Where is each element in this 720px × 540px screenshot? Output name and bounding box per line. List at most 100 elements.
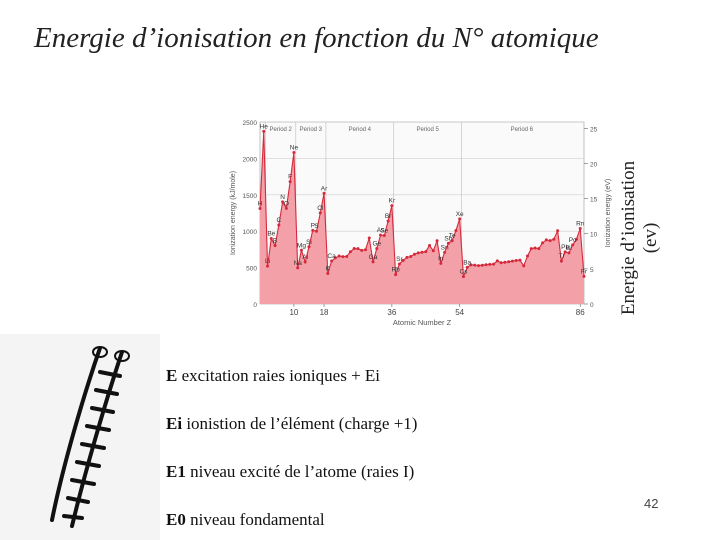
data-point: [469, 263, 473, 267]
data-point: [303, 260, 307, 264]
data-point: [367, 236, 371, 240]
data-point: [465, 265, 469, 269]
y-tick-label: 500: [246, 266, 257, 273]
element-label: Sb: [444, 235, 452, 242]
period-label: Period 2: [270, 127, 293, 133]
data-point: [269, 237, 273, 241]
side-axis-label: Energie d’ionisation (ev): [612, 138, 672, 338]
x-tick-label: 54: [455, 308, 464, 317]
data-point: [537, 247, 541, 251]
data-point: [525, 254, 529, 258]
data-point: [461, 275, 465, 279]
element-label: Li: [265, 258, 270, 265]
data-point: [360, 248, 364, 252]
data-point: [371, 260, 375, 264]
element-label: K: [326, 265, 331, 272]
data-point: [348, 250, 352, 254]
element-label: Ba: [463, 259, 471, 266]
x-tick-label: 10: [289, 308, 298, 317]
data-point: [315, 229, 319, 233]
data-point: [284, 206, 288, 210]
data-point: [322, 191, 326, 195]
data-point: [386, 219, 390, 223]
x-tick-label: 18: [320, 308, 329, 317]
data-point: [345, 254, 349, 258]
data-point: [420, 250, 424, 254]
data-point: [488, 262, 492, 266]
ionization-energy-chart: 0 500 1000 1500 2000 2500 Period 2 Period 3 Peri…: [226, 114, 618, 336]
element-label: Te: [449, 233, 456, 240]
element-label: Xe: [456, 211, 464, 218]
data-point: [375, 247, 379, 251]
data-point: [258, 206, 262, 210]
data-point: [330, 259, 334, 263]
data-point: [266, 264, 270, 268]
data-point: [337, 254, 341, 258]
chart-svg: 0 500 1000 1500 2000 2500 Period 2 Period 3 Peri…: [230, 120, 612, 327]
data-point: [424, 250, 428, 254]
y2-tick-label: 5: [590, 267, 594, 274]
data-point: [533, 246, 537, 250]
data-point: [379, 233, 383, 237]
element-label: Cl: [317, 205, 324, 212]
data-point: [412, 252, 416, 256]
data-point: [582, 274, 586, 278]
data-point: [397, 262, 401, 266]
data-point: [281, 200, 285, 204]
data-point: [416, 251, 420, 255]
element-label: Na: [294, 260, 303, 267]
data-point: [541, 241, 545, 245]
level-e0: E0 niveau fondamental: [166, 510, 325, 529]
element-label: Rn: [576, 221, 585, 228]
data-point: [495, 259, 499, 263]
data-point: [288, 180, 292, 184]
data-point: [435, 239, 439, 243]
period-label: Period 4: [349, 127, 372, 133]
data-point: [296, 266, 300, 270]
y-tick-label: 2000: [243, 156, 258, 163]
data-point: [439, 261, 443, 265]
ladder-background: [0, 334, 160, 540]
y2-tick-label: 15: [590, 197, 598, 204]
element-label: Cs: [459, 269, 468, 276]
data-point: [394, 273, 398, 277]
series-area: [260, 131, 584, 304]
y2-tick-label: 20: [590, 161, 598, 168]
data-point: [352, 247, 356, 251]
element-label: Po: [569, 237, 577, 244]
data-point: [503, 260, 507, 264]
element-label: Pb: [561, 244, 569, 251]
element-label: He: [260, 123, 269, 130]
data-point: [507, 260, 511, 264]
data-point: [311, 228, 315, 232]
data-point: [277, 223, 281, 227]
level-e: E excitation raies ioniques + Ei: [166, 366, 381, 385]
data-point: [544, 238, 548, 242]
element-label: Rb: [391, 267, 400, 274]
data-point: [563, 250, 567, 254]
element-label: Mg: [297, 242, 306, 249]
side-label-line1: Energie d’ionisation: [618, 160, 639, 316]
data-point: [450, 239, 454, 243]
element-label: H: [258, 200, 263, 207]
x-tick-label: 36: [387, 308, 396, 317]
data-point: [574, 237, 578, 241]
ladder-icon: [50, 346, 130, 528]
element-label: Bi: [566, 245, 572, 252]
y2-tick-label: 25: [590, 126, 598, 133]
x-axis-label: Atomic Number Z: [393, 318, 452, 327]
data-point: [333, 256, 337, 260]
data-point: [401, 258, 405, 262]
y-tick-label: 1000: [243, 229, 258, 236]
data-point: [480, 263, 484, 267]
element-label: As: [377, 227, 385, 234]
data-point: [578, 227, 582, 231]
y2-tick-label: 0: [590, 302, 594, 309]
element-label: Ca: [327, 253, 336, 260]
element-label: Al: [302, 254, 308, 261]
element-label: Ar: [321, 185, 328, 192]
data-point: [552, 237, 556, 241]
element-label: Se: [380, 227, 388, 234]
element-label: Fr: [581, 268, 588, 275]
element-label: N: [280, 194, 285, 201]
